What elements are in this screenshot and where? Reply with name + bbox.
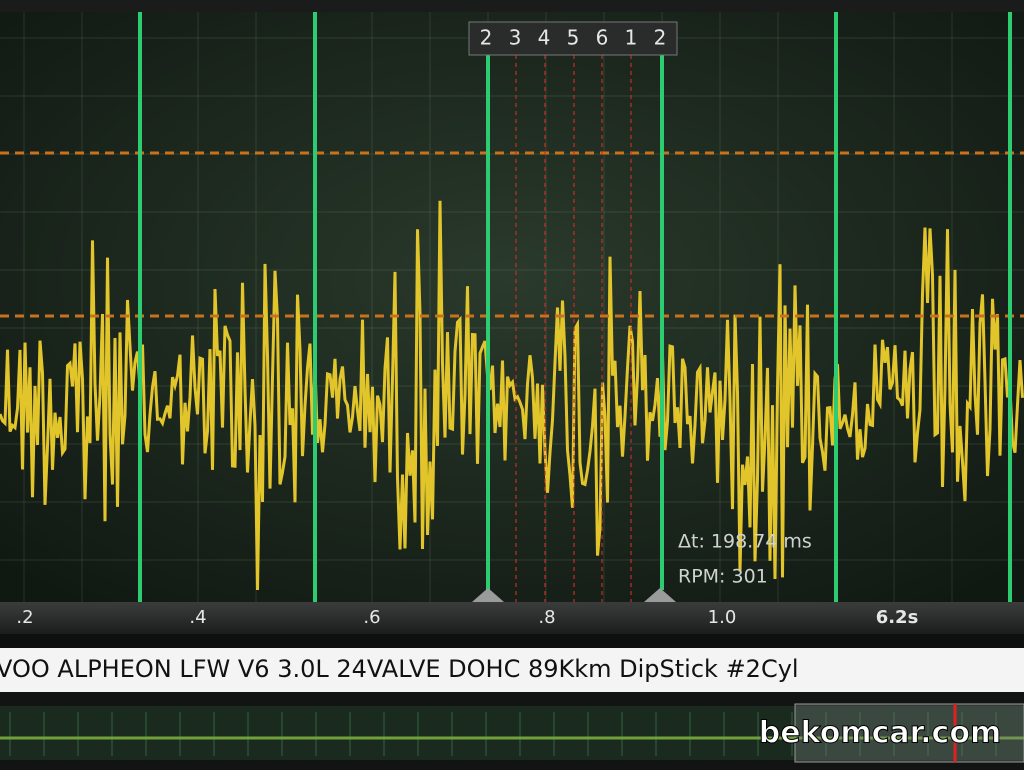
time-tick-label: .4 [189, 607, 206, 628]
separator [0, 634, 1024, 648]
cylinder-label: 4 [538, 26, 551, 50]
delta-time: Δt: 198.74 ms [678, 531, 812, 553]
cylinder-label: 2 [654, 26, 667, 50]
cursor-handle[interactable] [644, 588, 676, 602]
marker-box [468, 21, 678, 56]
watermark: bekomcar.com [759, 716, 1001, 751]
cylinder-label: 2 [480, 26, 493, 50]
time-tick-label: .2 [16, 607, 33, 628]
vehicle-title: VOO ALPHEON LFW V6 3.0L 24VALVE DOHC 89K… [0, 655, 799, 683]
guides [0, 12, 1024, 602]
overview-ticks [9, 712, 997, 756]
cursor-handle[interactable] [472, 588, 504, 602]
cylinder-label: 3 [509, 26, 522, 50]
waveform [0, 200, 1024, 591]
time-tick-label: .6 [363, 607, 380, 628]
time-tick-label: 1.0 [708, 607, 737, 628]
cylinder-label: 6 [596, 26, 609, 50]
title-strip [0, 648, 1024, 692]
plot-area [0, 12, 1024, 602]
time-tick-label: 6.2s [876, 607, 919, 628]
cylinder-label: 5 [567, 26, 580, 50]
cylinder-markers: 2 3 4 5 6 1 2 [468, 21, 678, 56]
signal-trace [0, 200, 1024, 591]
time-axis-strip [0, 602, 1024, 634]
overview-window[interactable] [794, 703, 1024, 763]
rpm-readout: RPM: 301 [678, 566, 768, 588]
overview-area [0, 706, 1024, 760]
top-bezel [0, 0, 1024, 12]
time-tick-label: .8 [538, 607, 555, 628]
cylinder-label: 1 [625, 26, 638, 50]
time-axis: .2 .4 .6 .8 1.0 6.2s [16, 607, 918, 628]
